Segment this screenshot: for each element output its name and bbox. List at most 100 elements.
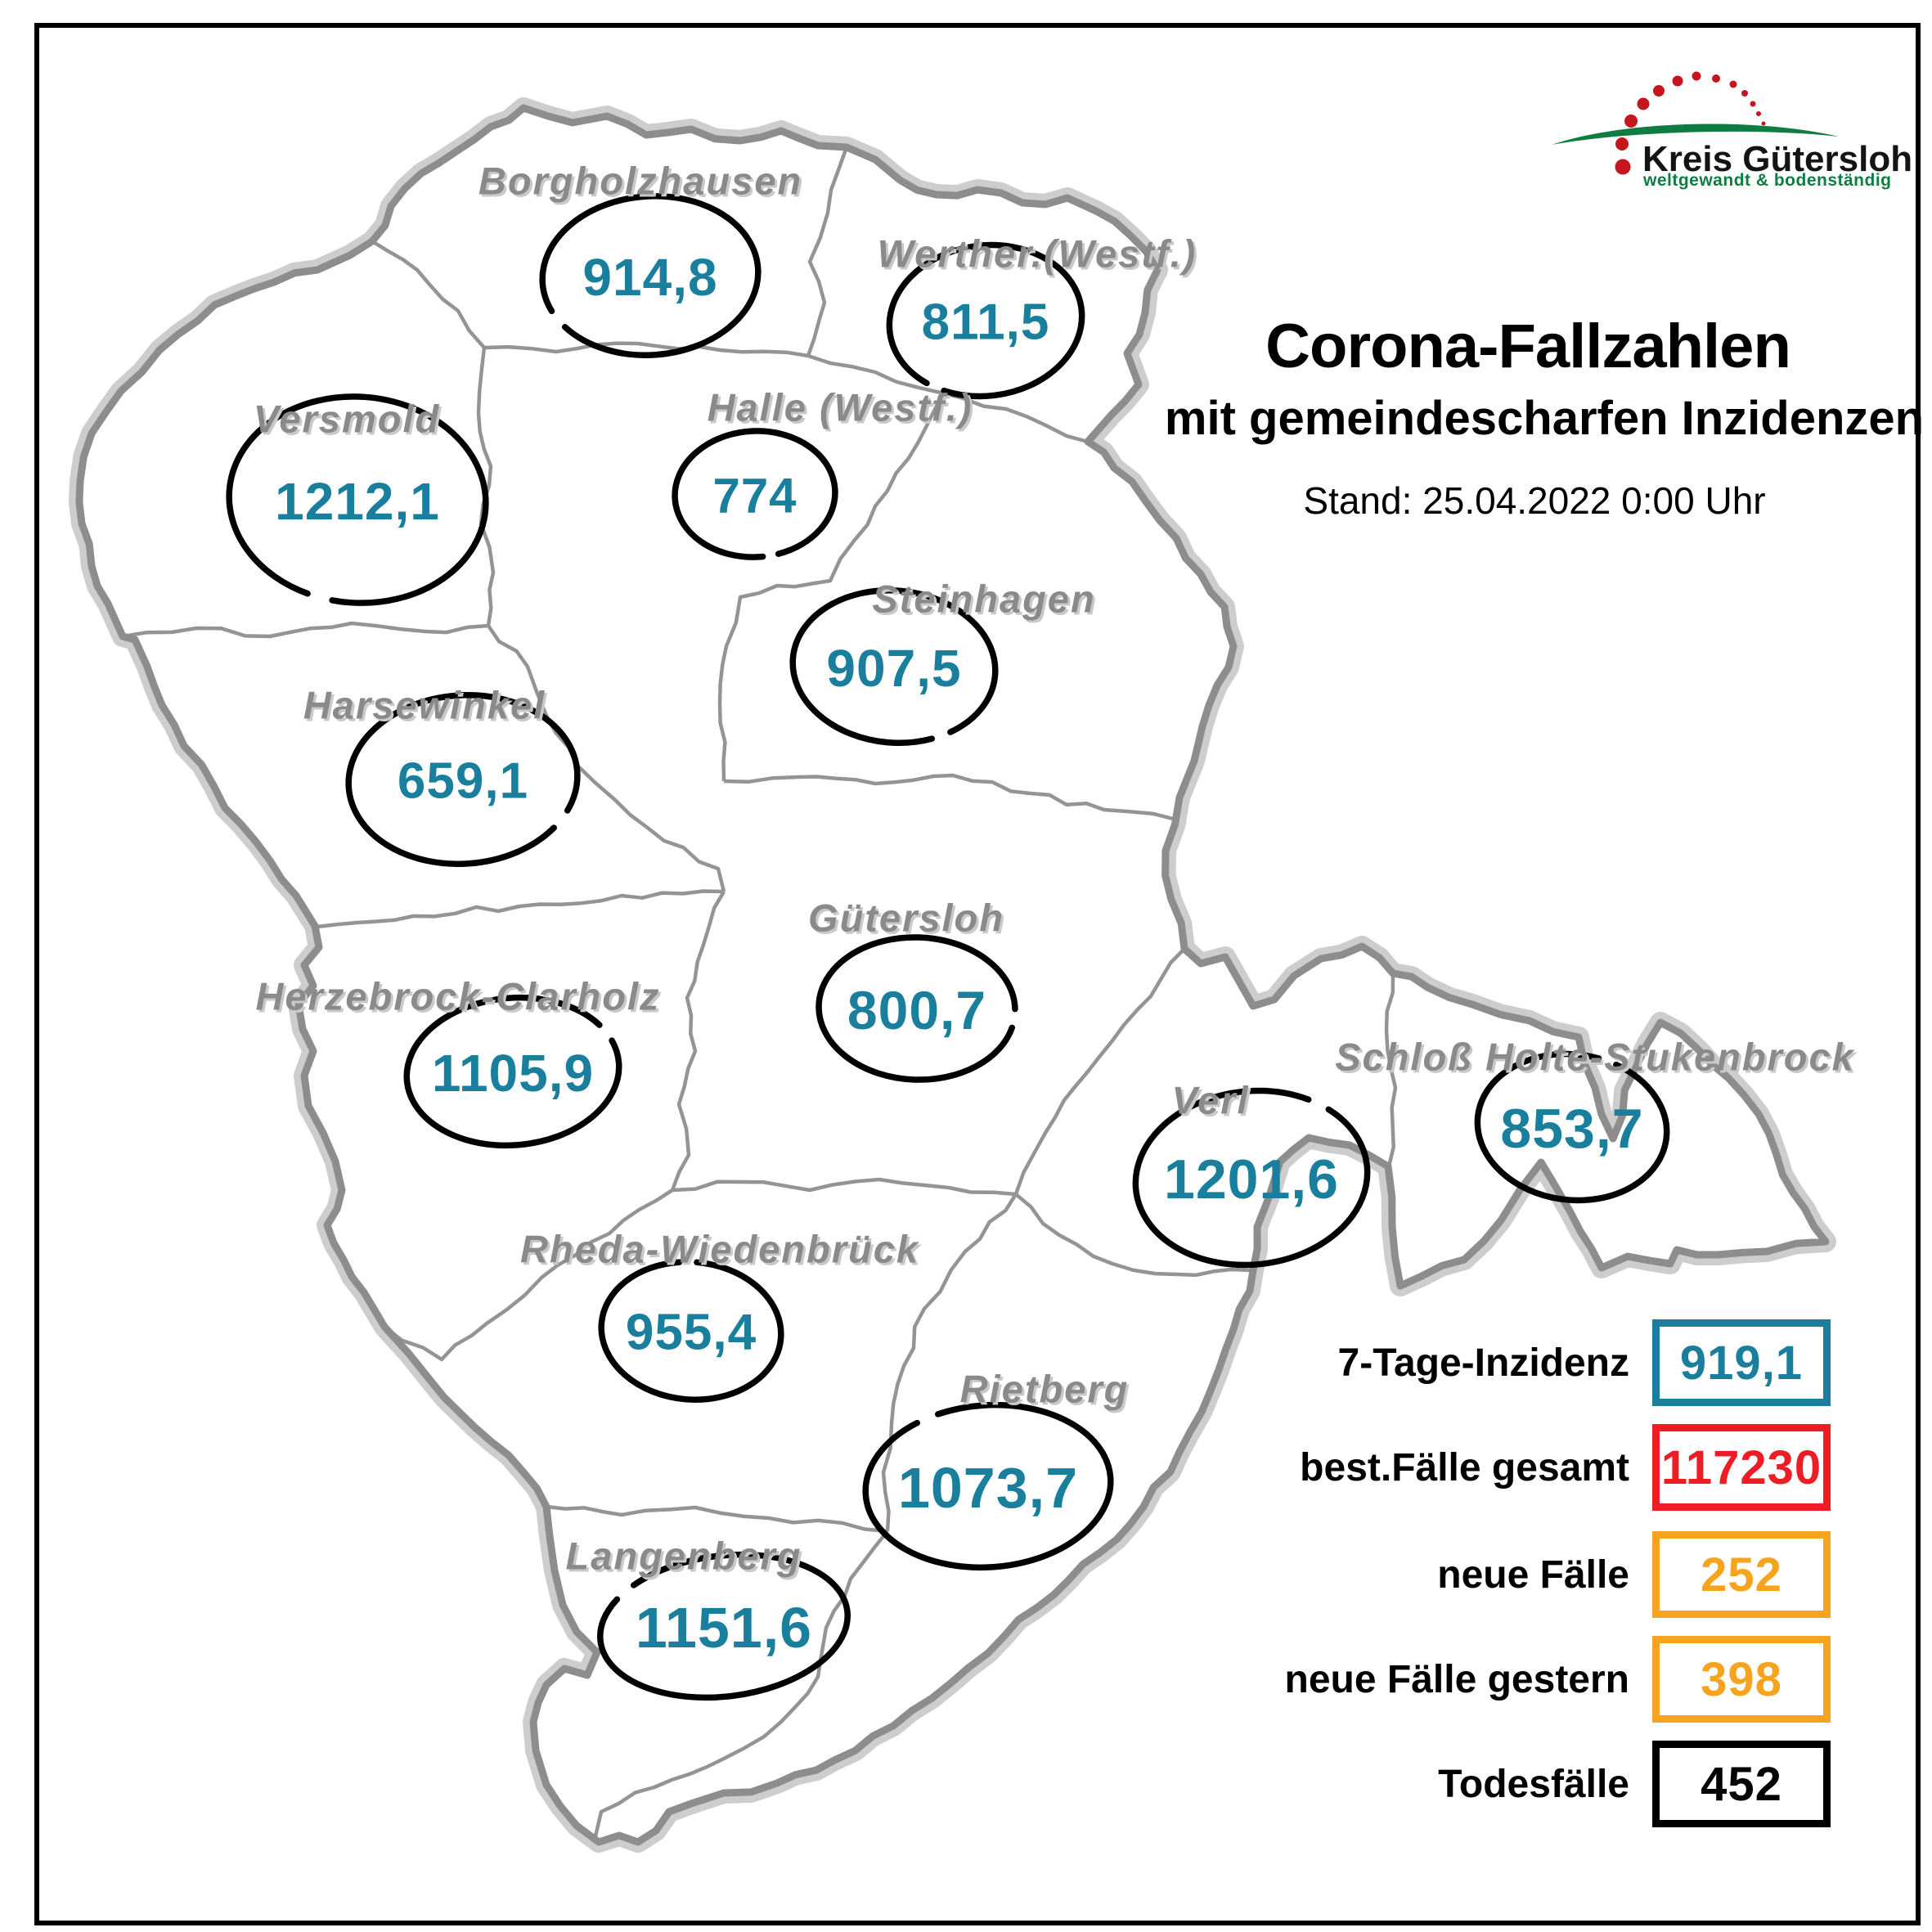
municipality-incidence-werther: 811,5	[921, 294, 1050, 351]
municipality-name-schloss-holte-stukenbrock: Schloß Holte-Stukenbrock	[1335, 1035, 1855, 1079]
incidence-ellipse-rheda	[598, 1259, 784, 1403]
municipal-boundary-8	[723, 773, 1177, 822]
incidence-ellipse-halle	[672, 428, 838, 560]
legend-label: Todesfälle	[1438, 1762, 1629, 1806]
logo-arc-dot-2	[1624, 115, 1638, 128]
legend-label: neue Fälle	[1437, 1552, 1629, 1597]
logo-arc-dot-0	[1615, 159, 1631, 175]
incidence-ellipse-werther	[886, 241, 1085, 400]
legend-value-box: 919,1	[1652, 1319, 1831, 1406]
municipality-name-herzebrock-clarholz: Herzebrock-Clarholz	[255, 974, 661, 1018]
status-date: Stand: 25.04.2022 0:00 Uhr	[1303, 479, 1766, 522]
logo-arc-dot-4	[1653, 85, 1665, 97]
municipality-incidence-verl: 1201,6	[1164, 1148, 1339, 1211]
logo-arc-dot-3	[1637, 97, 1650, 110]
municipality-incidence-borgholzhausen: 914,8	[582, 248, 718, 307]
municipality-name-verl: Verl	[1171, 1078, 1250, 1122]
legend-value: 452	[1701, 1757, 1782, 1811]
municipality-incidence-rheda-wiedenbrueck: 955,4	[625, 1304, 757, 1361]
municipal-boundary-5	[122, 621, 489, 639]
municipality-name-guetersloh: Gütersloh	[808, 896, 1004, 940]
municipality-name-rheda-wiedenbrueck: Rheda-Wiedenbrück	[520, 1227, 919, 1271]
municipal-boundary-12	[1013, 947, 1186, 1195]
incidence-ellipse-steinhagen	[789, 586, 999, 747]
municipal-boundary-4	[476, 347, 496, 627]
page-subtitle: mit gemeindescharfen Inzidenzen	[1164, 392, 1925, 445]
legend-value-box: 252	[1652, 1531, 1831, 1618]
municipal-boundary-11	[672, 1177, 1017, 1197]
legend-label: neue Fälle gestern	[1284, 1657, 1629, 1701]
legend-row-neue-faelle-gestern: neue Fälle gestern 398	[818, 1636, 1831, 1723]
logo-arc-dot-11	[1756, 111, 1761, 116]
district-area	[79, 108, 1826, 1842]
legend-row-7-tage-inzidenz: 7-Tage-Inzidenz 919,1	[818, 1319, 1831, 1406]
municipal-boundary-6	[487, 624, 726, 892]
page-title: Corona-Fallzahlen	[1265, 312, 1791, 381]
municipality-name-borgholzhausen: Borgholzhausen	[478, 159, 803, 203]
logo-arc-dot-8	[1729, 80, 1737, 88]
logo-tagline: weltgewandt & bodenständig	[1643, 171, 1892, 190]
logo-arc-dot-10	[1750, 101, 1756, 107]
municipal-boundary-16	[593, 1530, 889, 1837]
incidence-ellipse-herzebrock	[403, 994, 622, 1149]
legend-value-box: 398	[1652, 1636, 1831, 1723]
logo-swoosh	[1552, 124, 1839, 145]
municipality-incidence-harsewinkel: 659,1	[397, 753, 529, 810]
incidence-ellipse-versmold	[226, 393, 489, 606]
incidence-ellipse-guetersloh	[815, 934, 1018, 1083]
municipality-incidence-halle: 774	[712, 468, 798, 523]
legend-label: 7-Tage-Inzidenz	[1337, 1341, 1629, 1385]
logo-wordmark: Kreis Gütersloh	[1642, 139, 1913, 179]
municipal-boundary-17	[383, 1188, 674, 1362]
municipal-boundary-7	[717, 400, 941, 782]
municipality-name-harsewinkel: Harsewinkel	[303, 683, 546, 727]
incidence-ellipse-harsewinkel	[345, 692, 581, 867]
municipality-name-steinhagen: Steinhagen	[872, 577, 1096, 621]
legend-row-neue-faelle: neue Fälle 252	[818, 1531, 1831, 1618]
municipality-incidence-steinhagen: 907,5	[826, 639, 962, 698]
municipal-boundary-10	[670, 890, 726, 1191]
legend-value: 398	[1701, 1652, 1782, 1706]
municipal-boundary-13	[1014, 1193, 1254, 1278]
municipality-incidence-guetersloh: 800,7	[847, 980, 987, 1040]
legend-value-box: 117230	[1652, 1424, 1831, 1511]
legend-value: 252	[1701, 1548, 1782, 1602]
incidence-ellipse-shs	[1474, 1050, 1670, 1204]
legend-value: 919,1	[1679, 1336, 1804, 1390]
logo-arc-dot-1	[1615, 137, 1629, 151]
logo-arc-dot-7	[1712, 74, 1720, 83]
municipality-incidence-versmold: 1212,1	[275, 472, 440, 531]
logo-arc-dot-6	[1692, 71, 1701, 81]
incidence-ellipse-verl	[1132, 1087, 1371, 1269]
municipality-name-rietberg: Rietberg	[959, 1367, 1130, 1411]
municipal-boundary-14	[881, 1193, 1018, 1532]
legend-value-box: 452	[1652, 1741, 1831, 1827]
logo-arc-dot-9	[1741, 90, 1748, 97]
incidence-ellipse-langenberg	[597, 1551, 851, 1701]
municipality-incidence-herzebrock-clarholz: 1105,9	[431, 1044, 595, 1103]
municipality-name-halle: Halle (Westf.)	[707, 385, 973, 429]
municipal-boundary-18	[1384, 973, 1398, 1167]
legend-row-todesfaelle: Todesfälle 452	[818, 1741, 1831, 1827]
municipality-name-langenberg: Langenberg	[565, 1534, 802, 1578]
legend-value: 117230	[1660, 1440, 1822, 1494]
municipality-name-versmold: Versmold	[253, 397, 441, 441]
municipal-boundary-2	[371, 240, 486, 349]
municipal-boundary-15	[546, 1504, 888, 1534]
municipality-incidence-schloss-holte-stukenbrock: 853,7	[1500, 1098, 1644, 1160]
municipal-boundary-9	[317, 889, 725, 929]
municipality-name-werther: Werther.(Westf.)	[877, 231, 1197, 276]
municipal-boundary-0	[806, 146, 849, 357]
picture-frame	[34, 23, 1921, 1925]
legend-row-best-faelle-gesamt: best.Fälle gesamt 117230	[818, 1424, 1831, 1511]
logo-arc-dot-12	[1761, 121, 1766, 126]
incidence-ellipse-rietberg	[862, 1401, 1114, 1571]
logo-arc-dot-5	[1672, 75, 1683, 87]
municipality-incidence-langenberg: 1151,6	[635, 1596, 813, 1660]
municipal-boundary-3	[483, 341, 809, 358]
district-border	[75, 104, 1830, 1846]
legend-label: best.Fälle gesamt	[1300, 1445, 1629, 1489]
municipality-incidence-rietberg: 1073,7	[897, 1456, 1079, 1520]
